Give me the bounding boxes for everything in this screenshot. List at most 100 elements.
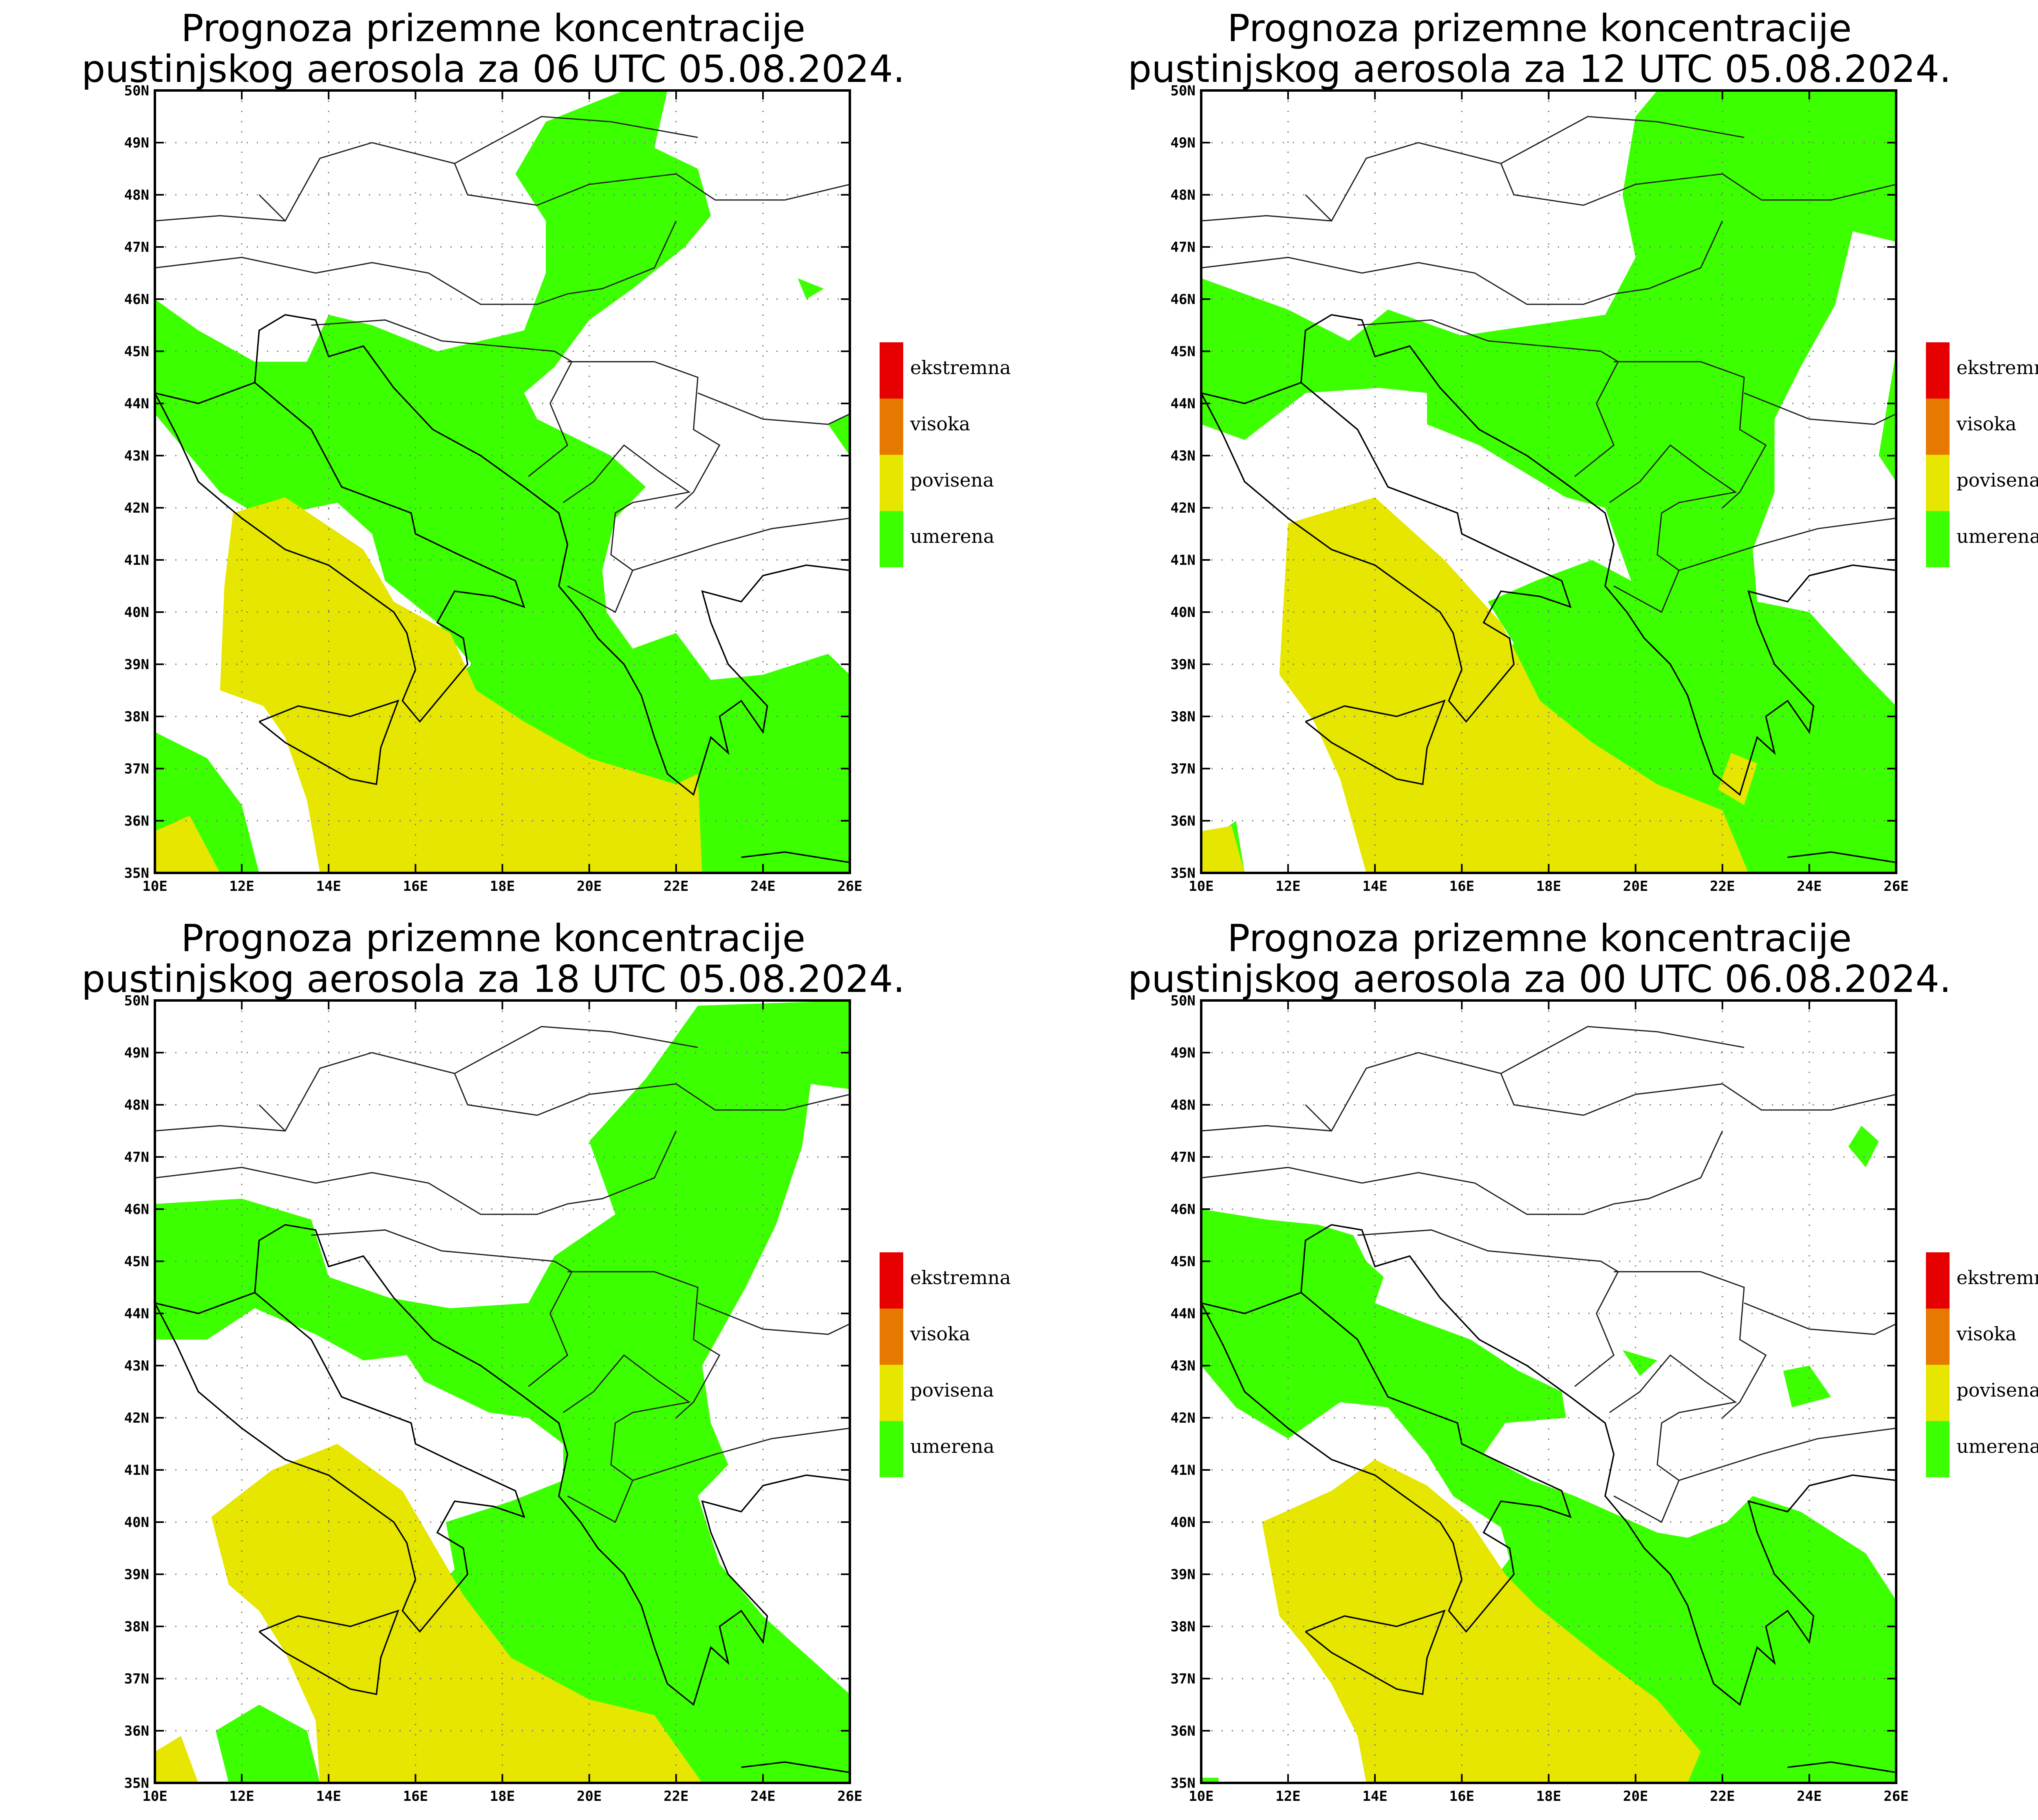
lat-tick-label: 48N [124,1097,149,1113]
lat-tick-label: 45N [1171,344,1195,360]
legend-swatch-umerena [880,511,903,567]
lon-tick-label: 10E [142,878,167,895]
legend: ekstremna visoka povisena umerena [1926,342,2038,567]
aerosol-region-povisena [1262,1459,1701,1783]
country-border [258,1104,286,1132]
aerosol-region-povisena [211,1444,702,1783]
lon-tick-label: 10E [1189,878,1213,895]
coastline [258,1609,399,1695]
lon-tick-label: 22E [1710,1788,1735,1805]
lat-tick-label: 37N [124,761,149,777]
title-line-1: Prognoza prizemne koncentracije [1227,917,1852,960]
lon-tick-label: 14E [1363,878,1387,895]
aerosol-region-umerena [1622,1350,1657,1376]
lat-tick-label: 35N [1171,865,1195,881]
panel-title: Prognoza prizemne koncentracije pustinjs… [1071,8,2008,90]
lat-tick-label: 39N [1171,657,1195,673]
country-border [1201,1130,1723,1215]
lat-tick-label: 44N [1171,1306,1195,1322]
aerosol-region-povisena [220,497,702,873]
country-border [1609,1354,1896,1481]
aerosol-region-povisena [1718,753,1757,805]
country-border [1614,1271,1767,1419]
title-line-1: Prognoza prizemne koncentracije [181,917,805,960]
lon-tick-label: 16E [1449,1788,1474,1805]
legend-label-umerena: umerena [910,1435,995,1457]
country-border [454,116,698,164]
panel-title: Prognoza prizemne koncentracije pustinjs… [24,918,962,1000]
country-border [1305,1104,1332,1132]
lat-tick-label: 39N [1171,1567,1195,1583]
map-figure: 35N 36N 37N 38N 39N 40N 41N 42N 43N 44N 45N 46N 47N 4… [1171,993,2038,1805]
legend-label-povisena: povisena [910,1379,994,1401]
map-area: 35N 36N 37N 38N 39N 40N 41N 42N 43N 44N 45N 46N 47N 4… [1171,83,1909,895]
lon-tick-label: 18E [1536,1788,1561,1805]
lon-tick-label: 26E [1884,1788,1908,1805]
legend-swatch-ekstremna [1926,1252,1950,1309]
lat-tick-label: 50N [1171,993,1195,1009]
country-border [562,1354,850,1481]
lat-tick-label: 48N [1171,187,1195,203]
aerosol-region-umerena [155,90,850,873]
legend-swatch-povisena [880,1365,903,1421]
forecast-panel-00utc: Prognoza prizemne koncentracije pustinjs… [1046,910,2038,1820]
country-border [258,194,286,222]
aerosol-region-umerena [798,278,824,299]
lon-tick-label: 18E [490,878,515,895]
lat-tick-label: 46N [124,291,149,308]
title-line-2: pustinjskog aerosola za 00 UTC 06.08.202… [1127,957,1952,1001]
aerosol-region-povisena [155,1736,199,1783]
aerosol-region-umerena [1879,351,1896,482]
coastline [1305,699,1446,785]
legend-label-umerena: umerena [1956,1435,2038,1457]
map-figure: 35N 36N 37N 38N 39N 40N 41N 42N 43N 44N 45N 46N 47N 4… [1171,83,2038,895]
legend-label-visoka: visoka [910,1323,970,1345]
country-border [567,570,633,613]
country-border [1613,1480,1680,1523]
map-area: 35N 36N 37N 38N 39N 40N 41N 42N 43N 44N 45N 46N 47N 4… [124,993,862,1805]
country-border [1614,361,1767,509]
coastline [1787,1761,1896,1774]
lon-tick-label: 18E [1536,878,1561,895]
coastline [1201,314,1896,796]
lat-tick-label: 44N [124,1306,149,1322]
lat-tick-label: 42N [124,1410,149,1426]
lon-tick-label: 22E [664,1788,688,1805]
lat-tick-label: 35N [1171,1775,1195,1791]
aerosol-region-umerena [1783,1366,1831,1408]
country-border [311,1229,573,1387]
lon-tick-label: 24E [1797,878,1822,895]
lat-tick-label: 45N [1171,1254,1195,1270]
lat-tick-label: 40N [124,604,149,621]
lat-tick-label: 37N [124,1671,149,1687]
lat-tick-label: 46N [1171,291,1195,308]
lat-tick-label: 47N [1171,1149,1195,1166]
lat-tick-label: 38N [124,709,149,725]
coastline [155,314,850,796]
legend-swatch-visoka [1926,1309,1950,1365]
coastline [1305,1609,1446,1695]
lat-tick-label: 40N [1171,604,1195,621]
lon-tick-label: 14E [1363,1788,1387,1805]
lat-tick-label: 41N [124,552,149,568]
lat-tick-label: 38N [1171,1619,1195,1635]
lon-tick-label: 22E [1710,878,1735,895]
legend-swatch-visoka [880,1309,903,1365]
legend-label-umerena: umerena [910,525,995,547]
lat-tick-label: 39N [124,657,149,673]
coastline [155,1292,525,1633]
legend-swatch-povisena [880,455,903,511]
panel-title: Prognoza prizemne koncentracije pustinjs… [1071,918,2008,1000]
forecast-panel-06utc: Prognoza prizemne koncentracije pustinjs… [0,0,1046,910]
title-line-2: pustinjskog aerosola za 12 UTC 05.08.202… [1127,47,1952,91]
lon-tick-label: 12E [1275,878,1300,895]
forecast-panel-12utc: Prognoza prizemne koncentracije pustinjs… [1046,0,2038,910]
lat-tick-label: 42N [124,500,149,516]
title-line-2: pustinjskog aerosola za 06 UTC 05.08.202… [81,47,905,91]
lon-tick-label: 14E [316,878,341,895]
lon-tick-label: 16E [403,1788,428,1805]
country-border [1744,392,1896,425]
country-border [567,1480,633,1523]
aerosol-region-umerena [1848,1126,1879,1168]
lon-tick-label: 26E [1884,878,1908,895]
